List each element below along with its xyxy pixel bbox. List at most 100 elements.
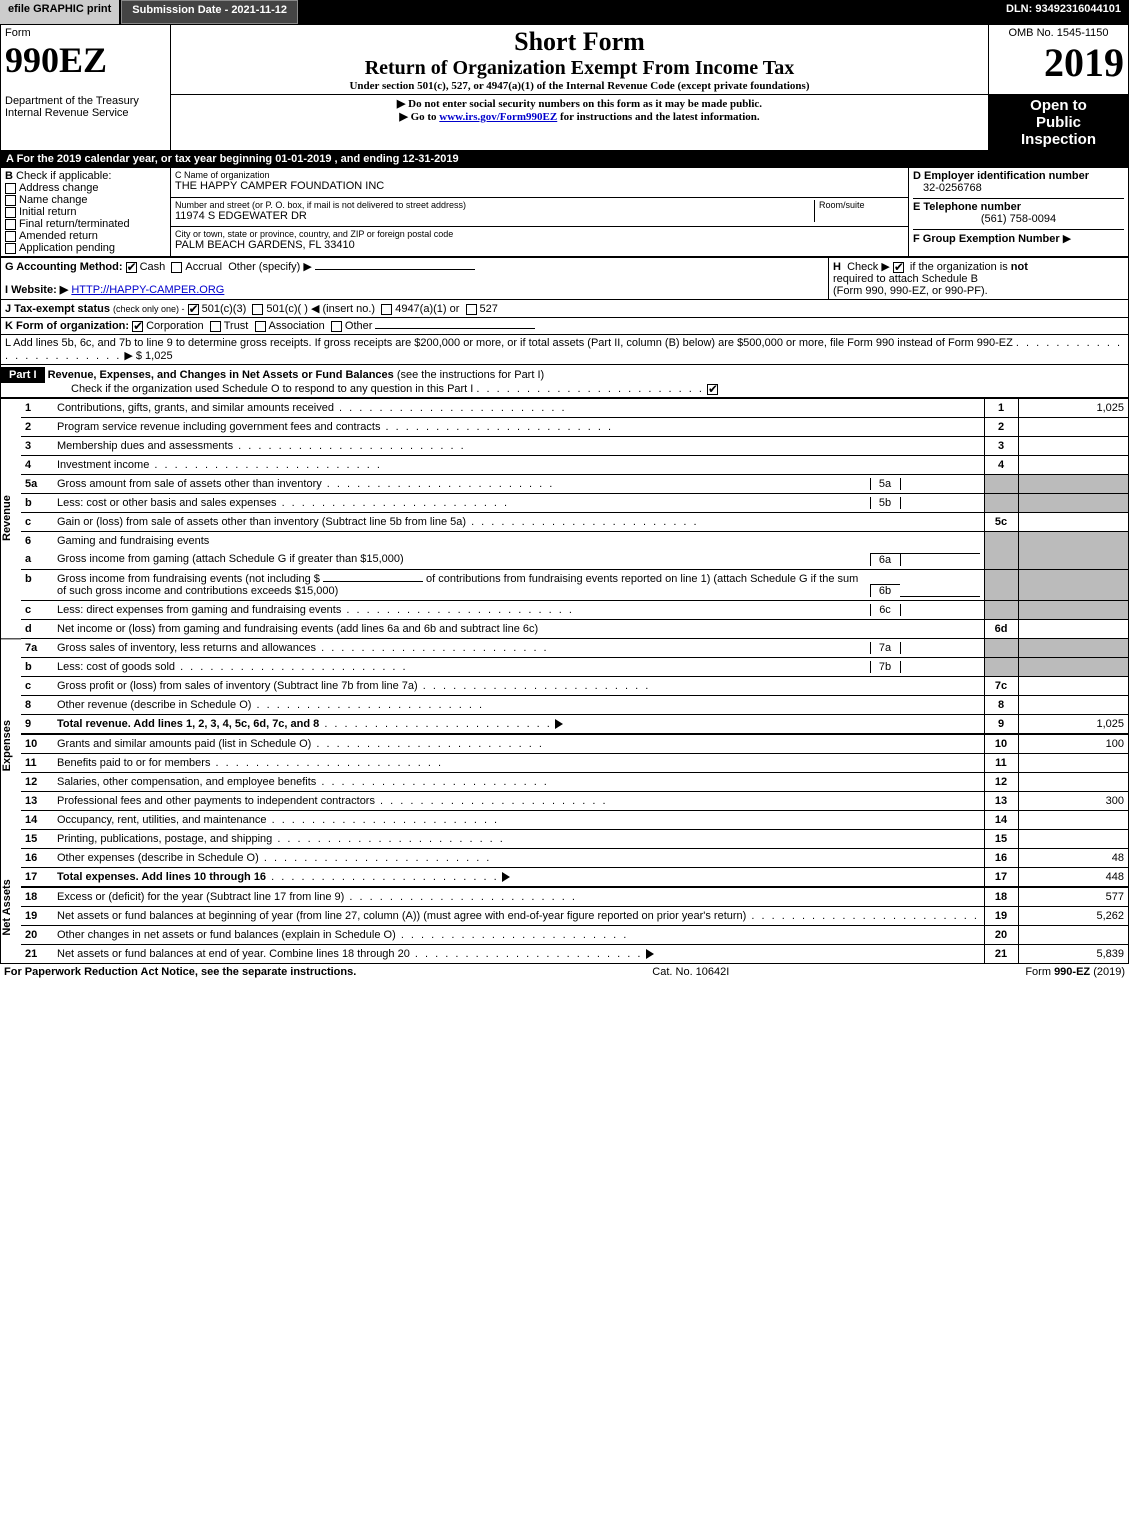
ein: 32-0256768 [913, 182, 1124, 194]
initial-return-label: Initial return [19, 206, 76, 218]
line-13: 13Professional fees and other payments t… [21, 792, 1128, 811]
assoc-label: Association [269, 320, 325, 332]
app-pending-label: Application pending [19, 242, 115, 254]
g-label: G Accounting Method: [5, 261, 123, 273]
initial-return-checkbox[interactable] [5, 207, 16, 218]
goto-post: for instructions and the latest informat… [560, 111, 760, 123]
cash-label: Cash [140, 261, 166, 273]
app-pending-checkbox[interactable] [5, 243, 16, 254]
line-2: 2Program service revenue including gover… [21, 418, 1128, 437]
line-17: 17Total expenses. Add lines 10 through 1… [21, 868, 1128, 888]
other-org-label: Other [345, 320, 373, 332]
section-a: A For the 2019 calendar year, or tax yea… [0, 151, 1129, 167]
4947-checkbox[interactable] [381, 304, 392, 315]
tax-year: 2019 [993, 39, 1124, 86]
lines-table: 1Contributions, gifts, grants, and simil… [21, 398, 1128, 963]
room-label: Room/suite [819, 200, 904, 210]
j-label: J Tax-exempt status [5, 303, 110, 315]
short-form-title: Short Form [175, 27, 984, 57]
line-9: 9Total revenue. Add lines 1, 2, 3, 4, 5c… [21, 715, 1128, 735]
irs-link[interactable]: www.irs.gov/Form990EZ [439, 111, 557, 123]
line-6: 6Gaming and fundraising events [21, 532, 1128, 551]
line-10: 10Grants and similar amounts paid (list … [21, 734, 1128, 754]
c-name-label: C Name of organization [175, 170, 904, 180]
e-phone-label: E Telephone number [913, 201, 1021, 213]
form-label: Form [5, 27, 166, 39]
k-label: K Form of organization: [5, 320, 129, 332]
address-change-checkbox[interactable] [5, 183, 16, 194]
l-amount: ▶ $ 1,025 [124, 350, 172, 362]
submission-date: Submission Date - 2021-11-12 [121, 0, 298, 24]
part-i-body: Revenue Expenses Net Assets 1Contributio… [0, 397, 1129, 964]
cash-checkbox[interactable] [126, 262, 137, 273]
print-button[interactable]: efile GRAPHIC print [0, 0, 121, 24]
netassets-side-label: Net Assets [1, 852, 21, 963]
other-org-checkbox[interactable] [331, 321, 342, 332]
527-label: 527 [480, 303, 498, 315]
h-text2: if the organization is [910, 261, 1011, 273]
schedule-o-checkbox[interactable] [707, 384, 718, 395]
website-link[interactable]: HTTP://HAPPY-CAMPER.ORG [71, 284, 224, 296]
part-i-note: (see the instructions for Part I) [397, 369, 544, 381]
line-21: 21Net assets or fund balances at end of … [21, 945, 1128, 964]
dept-treasury: Department of the Treasury [5, 95, 166, 107]
street-address: 11974 S EDGEWATER DR [175, 210, 814, 222]
corp-checkbox[interactable] [132, 321, 143, 332]
line-6c: cLess: direct expenses from gaming and f… [21, 601, 1128, 620]
goto-pre: ▶ Go to [399, 111, 439, 123]
501c-checkbox[interactable] [252, 304, 263, 315]
line-8: 8Other revenue (describe in Schedule O)8 [21, 696, 1128, 715]
line-15: 15Printing, publications, postage, and s… [21, 830, 1128, 849]
b-label: B [5, 170, 13, 182]
h-text4: (Form 990, 990-EZ, or 990-PF). [833, 285, 1124, 297]
name-change-label: Name change [19, 194, 88, 206]
line-14: 14Occupancy, rent, utilities, and mainte… [21, 811, 1128, 830]
paperwork-notice: For Paperwork Reduction Act Notice, see … [4, 966, 356, 978]
line-12: 12Salaries, other compensation, and empl… [21, 773, 1128, 792]
org-name: THE HAPPY CAMPER FOUNDATION INC [175, 180, 904, 192]
inspect-2: Public [993, 114, 1124, 131]
name-change-checkbox[interactable] [5, 195, 16, 206]
irs-label: Internal Revenue Service [5, 107, 166, 119]
line-7c: cGross profit or (loss) from sales of in… [21, 677, 1128, 696]
final-return-checkbox[interactable] [5, 219, 16, 230]
527-checkbox[interactable] [466, 304, 477, 315]
cat-no: Cat. No. 10642I [652, 966, 729, 978]
city-label: City or town, state or province, country… [175, 229, 904, 239]
4947-label: 4947(a)(1) or [395, 303, 459, 315]
l-text: L Add lines 5b, 6c, and 7b to line 9 to … [5, 337, 1013, 349]
form-ref: Form 990-EZ (2019) [1025, 966, 1125, 978]
org-info-table: B Check if applicable: Address change Na… [0, 167, 1129, 257]
trust-label: Trust [224, 320, 249, 332]
inspect-1: Open to [993, 97, 1124, 114]
line-19: 19Net assets or fund balances at beginni… [21, 907, 1128, 926]
501c3-checkbox[interactable] [188, 304, 199, 315]
assoc-checkbox[interactable] [255, 321, 266, 332]
return-title: Return of Organization Exempt From Incom… [175, 57, 984, 80]
line-3: 3Membership dues and assessments3 [21, 437, 1128, 456]
h-label: H [833, 261, 841, 273]
expenses-side-label: Expenses [1, 638, 21, 852]
arrow-icon [502, 872, 510, 882]
h-not: not [1011, 261, 1028, 273]
j-note: (check only one) - [113, 304, 185, 314]
arrow-icon [555, 719, 563, 729]
footer: For Paperwork Reduction Act Notice, see … [0, 964, 1129, 980]
h-text3: required to attach Schedule B [833, 273, 1124, 285]
501c3-label: 501(c)(3) [202, 303, 247, 315]
omb: OMB No. 1545-1150 [993, 27, 1124, 39]
part-i-title: Revenue, Expenses, and Changes in Net As… [48, 369, 394, 381]
line-6b: b Gross income from fundraising events (… [21, 570, 1128, 601]
inspect-3: Inspection [993, 131, 1124, 148]
h-check-text: Check ▶ [847, 261, 890, 273]
city-state-zip: PALM BEACH GARDENS, FL 33410 [175, 239, 904, 251]
f-group-label: F Group Exemption Number [913, 233, 1060, 245]
top-bar: efile GRAPHIC print Submission Date - 20… [0, 0, 1129, 24]
h-checkbox[interactable] [893, 262, 904, 273]
accrual-checkbox[interactable] [171, 262, 182, 273]
amended-return-checkbox[interactable] [5, 231, 16, 242]
trust-checkbox[interactable] [210, 321, 221, 332]
line-18: 18Excess or (deficit) for the year (Subt… [21, 887, 1128, 907]
line-6d: dNet income or (loss) from gaming and fu… [21, 620, 1128, 639]
revenue-side-label: Revenue [1, 398, 21, 638]
